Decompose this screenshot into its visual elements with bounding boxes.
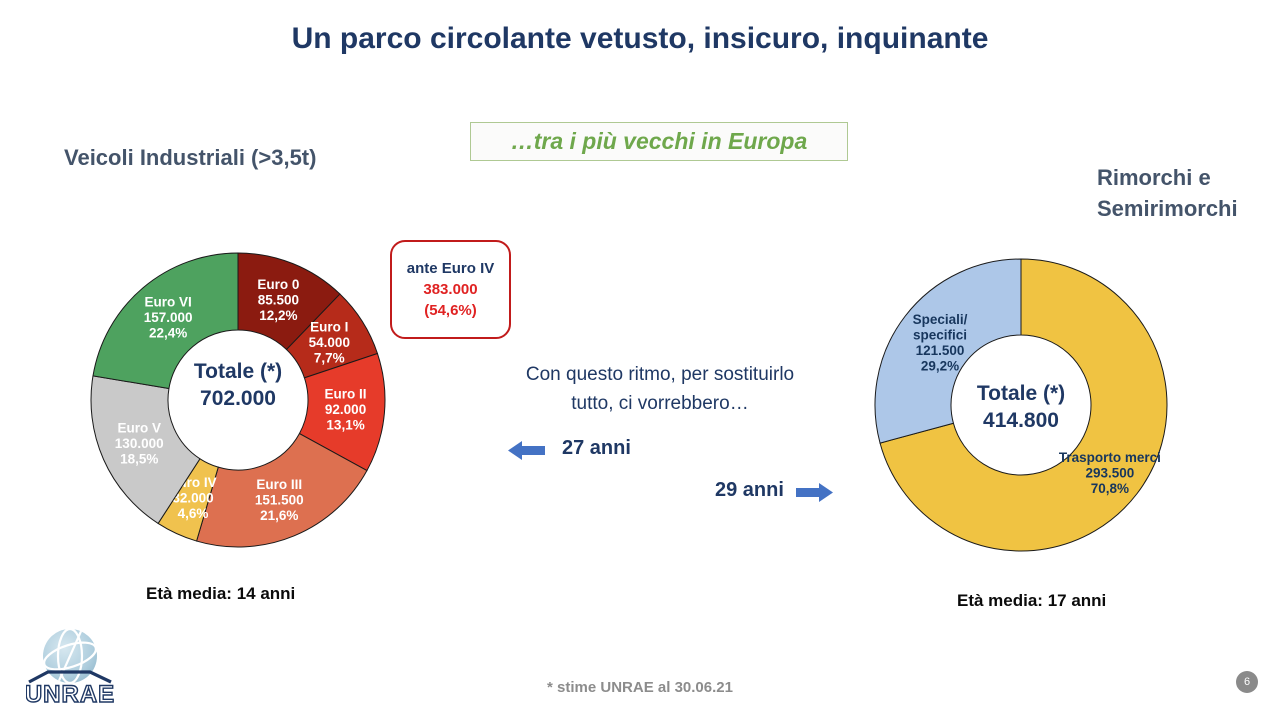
donut-segment <box>90 375 201 525</box>
right-arrow-icon <box>796 483 833 502</box>
subtitle-callout-box: …tra i più vecchi in Europa <box>470 122 848 161</box>
donut-segment-label: Euro III 151.500 21,6% <box>255 477 304 523</box>
years-left-label: 27 anni <box>562 437 631 459</box>
left-arrow-icon <box>508 441 545 460</box>
replacement-rate-text: Con questo ritmo, per sostituirlo tutto,… <box>490 360 830 418</box>
left-chart-heading: Veicoli Industriali (>3,5t) <box>64 145 317 170</box>
logo-road-line <box>28 670 112 684</box>
right-chart-heading-line2: Semirimorchi <box>1097 196 1238 221</box>
callout-title: ante Euro IV <box>406 260 495 277</box>
callout-value: 383.000 <box>423 281 478 298</box>
page-number-badge: 6 <box>1236 671 1258 693</box>
trailers-donut-chart: Trasporto merci 293.500 70,8% Speciali/spec… <box>874 258 1168 552</box>
donut-segment <box>92 252 239 390</box>
right-donut-total-label: Totale (*) <box>976 382 1066 405</box>
left-average-age: Età media: 14 anni <box>146 584 296 603</box>
years-right-label: 29 anni <box>715 479 784 501</box>
ante-euro-iv-callout: ante Euro IV 383.000 (54,6%) <box>390 240 511 339</box>
donut-segment-label: Trasporto merci 293.500 70,8% <box>1059 450 1161 496</box>
unrae-logo: UNRAE <box>26 627 114 708</box>
right-average-age: Età media: 17 anni <box>957 591 1107 610</box>
subtitle-text: …tra i più vecchi in Europa <box>510 128 808 154</box>
donut-segment-label: Euro I 54.000 7,7% <box>309 319 350 365</box>
donut-segment-label: Speciali/specifici 121.500 29,2% <box>913 312 968 374</box>
donut-segment-label: Euro VI 157.000 22,4% <box>144 295 193 341</box>
donut-segment-label: Euro V 130.000 18,5% <box>115 421 164 467</box>
replacement-rate-line2: tutto, ci vorrebbero… <box>571 393 749 414</box>
globe-icon <box>42 627 98 685</box>
donut-segment <box>195 432 368 548</box>
right-donut-total-value: 414.800 <box>983 409 1059 432</box>
donut-segment-label: Euro II 92.000 13,1% <box>325 387 367 433</box>
callout-percentage: (54,6%) <box>424 302 477 319</box>
industrial-vehicles-donut-chart: Euro 0 85.500 12,2%Euro I 54.000 7,7% Euro II… <box>90 252 386 548</box>
left-donut-total-value: 702.000 <box>200 387 276 410</box>
right-donut-total: Totale (*) 414.800 <box>941 380 1101 434</box>
footnote: * stime UNRAE al 30.06.21 <box>547 679 733 696</box>
donut-segment <box>874 258 1022 444</box>
replacement-rate-line1: Con questo ritmo, per sostituirlo <box>525 364 795 385</box>
donut-segment-label: Euro 0 85.500 12,2% <box>257 277 299 323</box>
right-chart-heading: Rimorchi e Semirimorchi <box>1097 162 1238 224</box>
donut-segment <box>879 258 1168 552</box>
right-chart-heading-line1: Rimorchi e <box>1097 165 1211 190</box>
left-donut-total-label: Totale (*) <box>193 360 283 383</box>
logo-wordmark: UNRAE <box>26 681 114 708</box>
left-donut-total: Totale (*) 702.000 <box>158 358 318 412</box>
page-title: Un parco circolante vetusto, insicuro, i… <box>291 22 989 55</box>
